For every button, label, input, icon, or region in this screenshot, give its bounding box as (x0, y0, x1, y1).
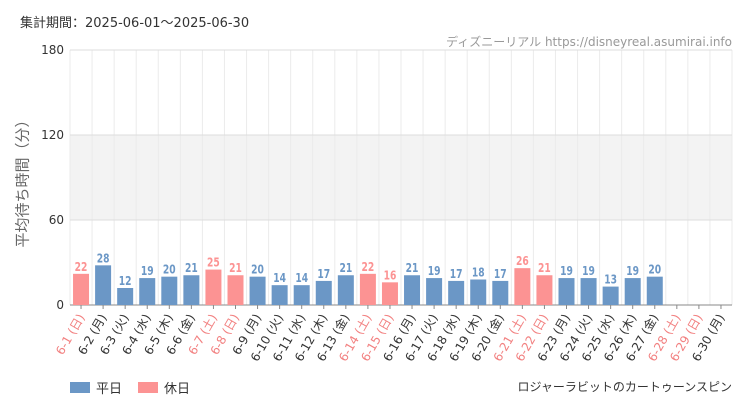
bar (161, 276, 178, 305)
source-text: ディズニーリアル https://disneyreal.asumirai.inf… (446, 35, 732, 49)
data-label: 25 (207, 256, 220, 270)
data-label: 20 (648, 263, 661, 277)
bar (271, 285, 288, 305)
data-label: 18 (472, 266, 485, 280)
bar (249, 276, 266, 305)
data-label: 17 (450, 267, 463, 281)
bar (293, 285, 310, 305)
bar (183, 275, 200, 305)
bar (359, 273, 376, 305)
data-label: 19 (560, 264, 573, 278)
data-label: 19 (428, 264, 441, 278)
data-label: 17 (317, 267, 330, 281)
data-label: 21 (229, 261, 242, 275)
data-label: 14 (295, 271, 308, 285)
data-label: 28 (97, 252, 110, 266)
y-tick-label: 180 (41, 43, 64, 57)
bar (381, 282, 398, 305)
y-tick-label: 60 (49, 213, 64, 227)
legend-item-holiday: 休日 (138, 378, 190, 397)
data-label: 21 (339, 261, 352, 275)
data-label: 22 (362, 260, 375, 274)
bar (227, 275, 244, 305)
legend: 平日 休日 (70, 378, 190, 397)
bar (536, 275, 553, 305)
legend-swatch-holiday (138, 382, 159, 393)
bar (470, 279, 487, 305)
bar (448, 280, 465, 305)
legend-swatch-weekday (70, 382, 90, 393)
bar (646, 276, 663, 305)
bar (73, 273, 90, 305)
data-label: 20 (163, 263, 176, 277)
data-label: 17 (494, 267, 507, 281)
attraction-name: ロジャーラビットのカートゥーンスピン (517, 380, 732, 394)
bar (404, 275, 421, 305)
data-label: 21 (538, 261, 551, 275)
legend-label-weekday: 平日 (96, 382, 123, 397)
data-label: 19 (626, 264, 639, 278)
data-label: 16 (384, 269, 397, 283)
bar (95, 265, 112, 305)
bar (492, 280, 509, 305)
data-label: 21 (406, 261, 419, 275)
legend-label-holiday: 休日 (164, 382, 191, 397)
data-label: 22 (75, 260, 88, 274)
data-label: 19 (141, 264, 154, 278)
bar (558, 278, 575, 305)
bar (426, 278, 443, 305)
data-label: 14 (273, 271, 286, 285)
bar (602, 286, 619, 305)
bar (315, 280, 332, 305)
data-label: 20 (251, 263, 264, 277)
bar (514, 268, 531, 305)
data-label: 26 (516, 254, 529, 268)
data-label: 19 (582, 264, 595, 278)
y-tick-label: 120 (41, 128, 64, 142)
data-label: 12 (119, 274, 132, 288)
data-label: 13 (604, 273, 617, 287)
bar (624, 278, 641, 305)
bar (205, 269, 222, 305)
data-label: 21 (185, 261, 198, 275)
y-tick-label: 0 (56, 298, 64, 312)
period-text: 集計期間：2025-06-01～2025-06-30 (20, 16, 250, 31)
bar (139, 278, 156, 305)
bar (580, 278, 597, 305)
bar (337, 275, 354, 305)
bar (117, 288, 134, 305)
legend-item-weekday: 平日 (70, 378, 122, 397)
